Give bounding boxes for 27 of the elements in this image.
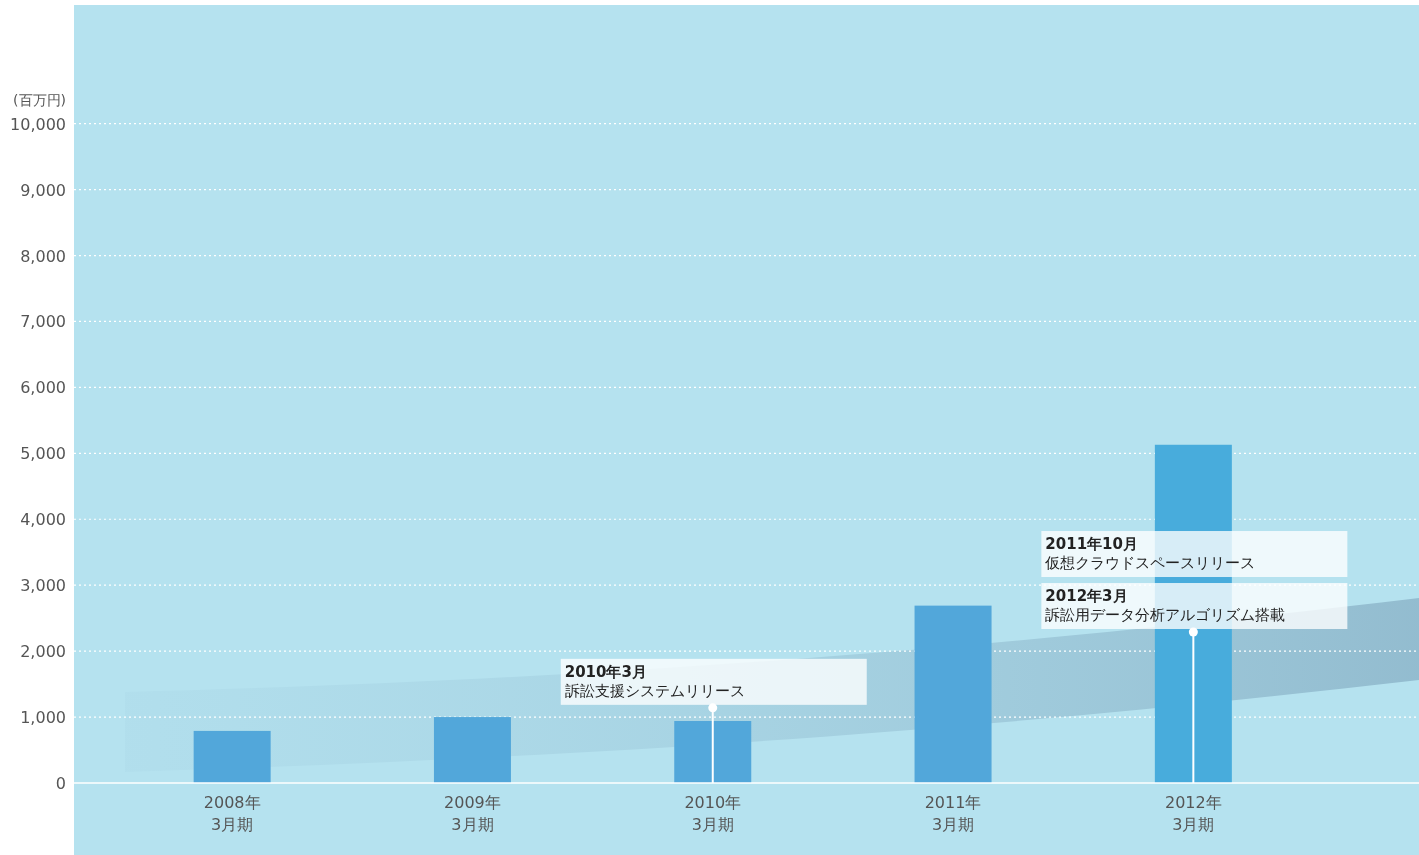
y-tick-label: 8,000 [20,246,66,266]
y-tick-label: 5,000 [20,444,66,464]
annotation: 2012年3月 [1045,587,1128,606]
bar [193,730,271,783]
y-tick-label: 7,000 [20,312,66,332]
y-tick-label: 0 [55,774,66,793]
y-tick-label: 2,000 [20,642,66,662]
x-tick-label: 2010年 3月期 [684,793,742,834]
y-axis-title: (百万円) [13,91,66,108]
annotation: 2010年3月 [564,662,647,681]
x-tick-label: 2009年 3月期 [444,793,501,834]
y-tick-label: 3,000 [20,576,66,596]
y-tick-label: 9,000 [20,180,66,200]
bar [674,721,752,783]
x-tick-label: 2011年 3月期 [924,793,982,834]
y-tick-label: 6,000 [20,378,66,398]
x-tick-label: 2012年 3月期 [1164,793,1222,834]
annotation: 訴訟用データ分析アルゴリズム搭載 [1045,606,1286,625]
bar [914,605,992,783]
bar [433,717,511,783]
annotation: 訴訟支援システムリリース [564,681,745,700]
y-tick-label: 10,000 [10,114,66,134]
y-tick-label: 1,000 [20,708,66,728]
annotation: 仮想クラウドスペースリリース [1044,554,1256,573]
x-tick-label: 2008年 3月期 [203,793,261,834]
y-tick-label: 4,000 [20,510,66,530]
annotation: 2011年10月 [1045,535,1138,554]
